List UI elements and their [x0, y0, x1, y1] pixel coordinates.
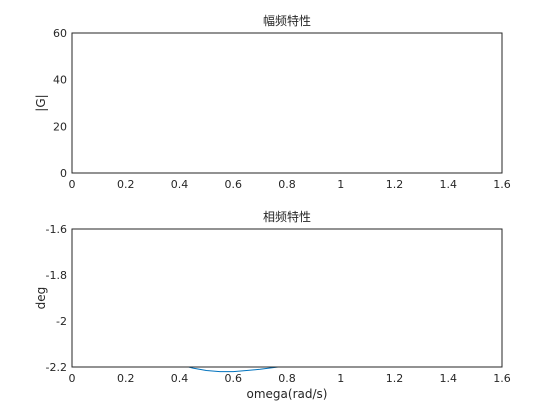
magnitude-plot: 0 0.2 0.4 0.6 0.8 1 1.2 1.4 1.6 0 20 40 60 幅频特性 |G| [34, 13, 511, 191]
phase-x-axis-label: omega(rad/s) [247, 387, 328, 401]
phase-axes-frame [71, 228, 503, 368]
magnitude-x-tick-label: 0.6 [225, 178, 243, 191]
magnitude-y-ticks: 0 20 40 60 [53, 27, 502, 180]
phase-x-tick-label: 0.8 [278, 372, 296, 385]
phase-y-tick-label: -1.6 [46, 223, 67, 236]
phase-x-tick-label: 1 [337, 372, 344, 385]
phase-x-tick-label: 0 [69, 372, 76, 385]
phase-x-ticks: 0 0.2 0.4 0.6 0.8 1 1.2 1.4 1.6 [69, 229, 511, 385]
magnitude-axes-frame [71, 32, 503, 174]
magnitude-x-tick-label: 0.4 [171, 178, 189, 191]
magnitude-plot-title: 幅频特性 [263, 13, 311, 28]
phase-x-tick-label: 1.6 [493, 372, 511, 385]
magnitude-y-tick-label: 40 [53, 74, 67, 87]
magnitude-y-tick-label: 20 [53, 120, 67, 133]
magnitude-x-tick-label: 1.6 [493, 178, 511, 191]
magnitude-x-tick-label: 0 [69, 178, 76, 191]
phase-plot-title: 相频特性 [263, 209, 311, 224]
phase-x-tick-label: 0.6 [225, 372, 243, 385]
magnitude-x-tick-label: 0.8 [278, 178, 296, 191]
phase-x-tick-label: 0.2 [117, 372, 135, 385]
phase-y-tick-label: -2.2 [46, 361, 67, 374]
magnitude-x-tick-label: 1.2 [386, 178, 404, 191]
magnitude-x-tick-label: 1.4 [440, 178, 458, 191]
magnitude-y-tick-label: 60 [53, 27, 67, 40]
phase-y-tick-label: -2 [56, 315, 67, 328]
magnitude-y-tick-label: 0 [60, 167, 67, 180]
phase-plot: 0 0.2 0.4 0.6 0.8 1 1.2 1.4 1.6 -2.2 -2 -1.8 -1.6 相… [34, 209, 511, 401]
magnitude-y-axis-label: |G| [34, 94, 48, 111]
magnitude-x-tick-label: 1 [337, 178, 344, 191]
phase-x-tick-label: 1.2 [386, 372, 404, 385]
phase-x-tick-label: 1.4 [440, 372, 458, 385]
magnitude-x-tick-label: 0.2 [117, 178, 135, 191]
phase-y-axis-label: deg [34, 287, 48, 310]
phase-y-tick-label: -1.8 [46, 269, 67, 282]
phase-x-tick-label: 0.4 [171, 372, 189, 385]
